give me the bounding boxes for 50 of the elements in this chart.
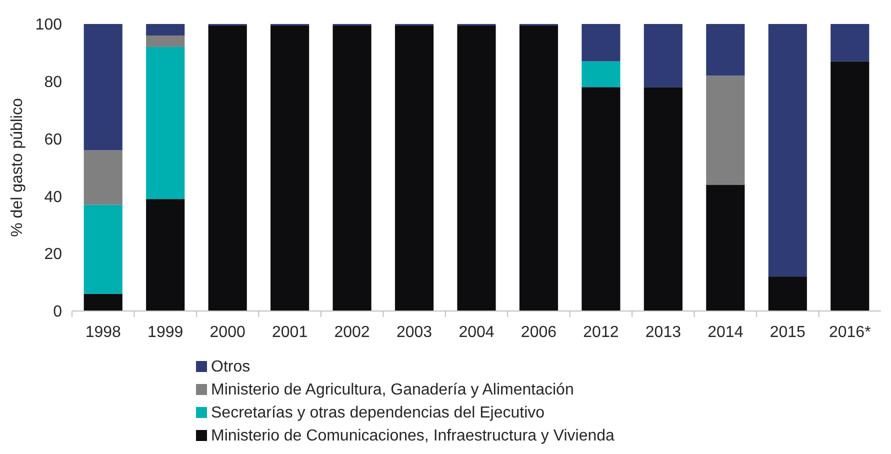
- bar: [706, 24, 745, 76]
- y-tick-label: 60: [44, 131, 62, 148]
- bar: [84, 204, 122, 294]
- y-axis-title: % del gasto público: [9, 98, 26, 237]
- bar: [706, 76, 745, 185]
- x-tick-label: 2006: [520, 324, 557, 341]
- bar: [146, 24, 185, 36]
- bar: [706, 184, 745, 311]
- bar: [644, 87, 682, 311]
- x-tick-label: 2014: [708, 324, 744, 341]
- bar: [146, 46, 185, 200]
- bar: [830, 61, 870, 311]
- y-tick-label: 0: [53, 304, 62, 321]
- legend-label: Ministerio de Agricultura, Ganadería y Alimentación: [211, 382, 574, 399]
- x-tick-label: 2001: [272, 324, 308, 341]
- bar: [84, 294, 122, 311]
- y-tick-label: 20: [44, 246, 62, 264]
- x-tick-label: 2015: [770, 324, 806, 341]
- legend-label: Secretarías y otras dependencias del Ejecutivo: [211, 404, 545, 422]
- x-tick-label: 2016*: [828, 324, 871, 341]
- x-tick-label: 1999: [148, 324, 184, 341]
- y-tick-label: 100: [35, 16, 62, 34]
- bar: [582, 87, 620, 311]
- bar: [332, 25, 372, 311]
- bar: [644, 24, 682, 88]
- bar: [394, 25, 434, 311]
- bar: [146, 199, 185, 311]
- bar: [582, 24, 620, 62]
- x-tick-label: 2004: [458, 324, 494, 341]
- x-tick-label: 2003: [396, 324, 432, 341]
- bar: [270, 25, 310, 311]
- x-tick-label: 2002: [334, 324, 370, 341]
- bar: [208, 25, 247, 311]
- bar: [84, 24, 122, 150]
- x-tick-label: 2013: [645, 324, 682, 341]
- bar: [519, 25, 558, 311]
- legend-label: Otros: [211, 358, 250, 376]
- x-tick-label: 2000: [210, 324, 246, 341]
- bar: [457, 25, 496, 311]
- bar: [84, 150, 122, 205]
- x-tick-label: 1998: [85, 324, 122, 341]
- bar: [768, 276, 807, 311]
- y-tick-label: 80: [44, 74, 62, 91]
- bar: [582, 61, 620, 88]
- bar: [830, 24, 870, 62]
- legend-label: Ministerio de Comunicaciones, Infraestructura y Vivienda: [211, 428, 615, 445]
- bar: [146, 35, 185, 47]
- x-tick-label: 2012: [583, 324, 619, 341]
- y-tick-label: 40: [44, 188, 62, 206]
- bar: [768, 24, 807, 277]
